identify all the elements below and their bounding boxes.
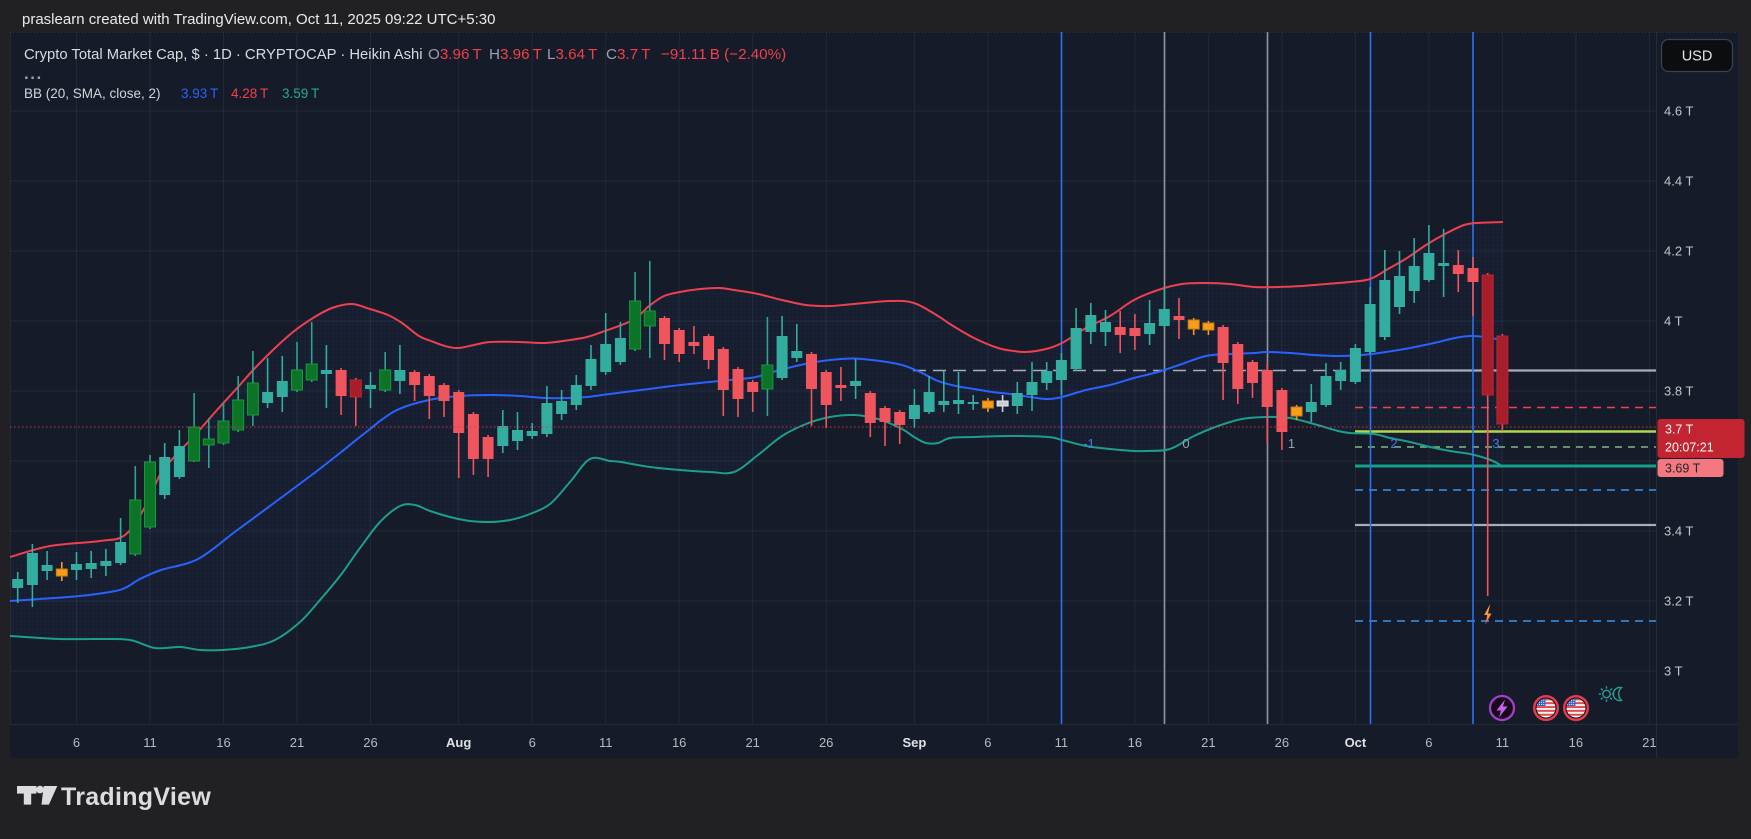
svg-text:6: 6 [73,735,80,750]
svg-text:21: 21 [1642,735,1656,750]
svg-text:16: 16 [1128,735,1142,750]
svg-text:26: 26 [819,735,833,750]
svg-text:3.8 T: 3.8 T [1664,384,1693,399]
svg-text:4 T: 4 T [1664,314,1683,329]
svg-text:6: 6 [529,735,536,750]
svg-text:11: 11 [599,735,613,750]
svg-text:4.4 T: 4.4 T [1664,174,1693,189]
svg-text:3 T: 3 T [1664,664,1683,679]
svg-text:-1: -1 [1083,436,1095,451]
svg-text:4.2 T: 4.2 T [1664,244,1693,259]
svg-text:TradingView: TradingView [61,783,211,811]
svg-text:1: 1 [1288,436,1295,451]
svg-text:3.4 T: 3.4 T [1664,524,1693,539]
svg-text:Sep: Sep [902,735,926,750]
svg-text:26: 26 [363,735,377,750]
svg-text:Aug: Aug [446,735,471,750]
svg-text:21: 21 [290,735,304,750]
svg-text:16: 16 [672,735,686,750]
svg-text:0: 0 [1182,436,1189,451]
svg-text:11: 11 [1496,735,1510,750]
svg-text:O3.96 TH3.96 TL3.64 TC3.7 T−91: O3.96 T H3.96 T L3.64 T C3.7 T −91.11 B (−2.… [428,46,786,63]
svg-text:3: 3 [1492,436,1499,451]
svg-text:16: 16 [1569,735,1583,750]
svg-text:2: 2 [1390,436,1397,451]
svg-text:6: 6 [1425,735,1432,750]
svg-text:21: 21 [1201,735,1215,750]
svg-text:BB (20, SMA, close, 2): BB (20, SMA, close, 2) [24,86,161,101]
svg-text:16: 16 [216,735,230,750]
svg-text:USD: USD [1682,49,1713,65]
svg-text:11: 11 [143,735,157,750]
svg-text:26: 26 [1275,735,1289,750]
svg-text:21: 21 [745,735,759,750]
svg-text:...: ... [24,64,43,83]
svg-text:3.7 T: 3.7 T [1665,423,1694,437]
svg-text:3.2 T: 3.2 T [1664,594,1693,609]
svg-text:3.69 T: 3.69 T [1665,462,1701,476]
svg-text:3.93 T4.28 T3.59 T: 3.93 T 4.28 T 3.59 T [181,86,319,101]
svg-text:praslearn created with Trading: praslearn created with TradingView.com, … [22,11,495,28]
svg-text:6: 6 [984,735,991,750]
svg-text:20:07:21: 20:07:21 [1665,441,1714,455]
svg-text:11: 11 [1055,735,1069,750]
svg-text:Crypto Total Market Cap, $ · 1: Crypto Total Market Cap, $ · 1D · CRYPTO… [24,47,423,63]
svg-text:4.6 T: 4.6 T [1664,104,1693,119]
svg-text:Oct: Oct [1345,735,1367,750]
